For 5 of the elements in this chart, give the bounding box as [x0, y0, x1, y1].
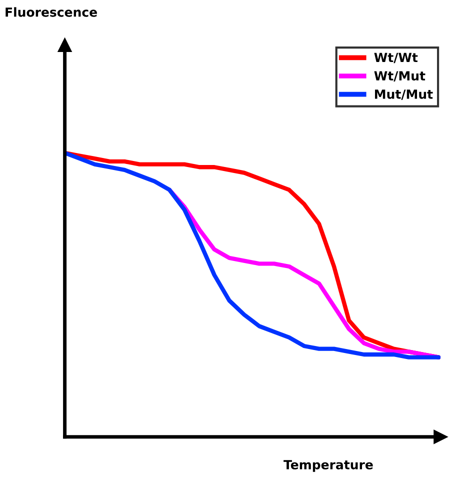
legend-label: Wt/Wt — [374, 52, 418, 64]
x-axis-title: Temperature — [284, 460, 373, 472]
legend-label: Mut/Mut — [375, 90, 433, 100]
legend-label: Wt/Mut — [374, 71, 426, 82]
text: Fluorescence — [6, 7, 97, 17]
